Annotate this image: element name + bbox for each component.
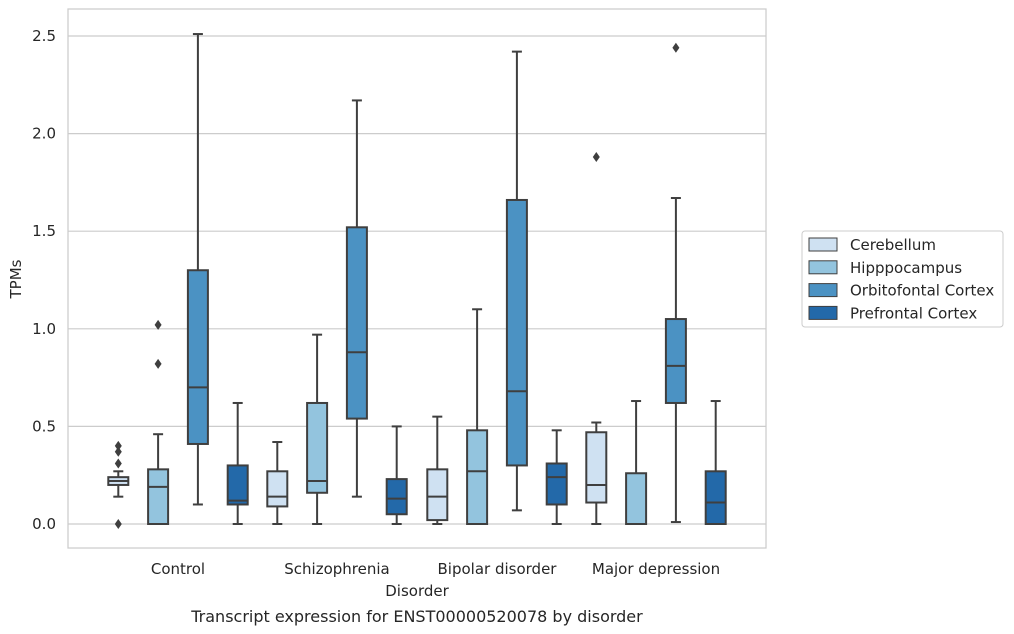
x-axis-ticks: Control Schizophrenia Bipolar disorder Majo…: [151, 560, 720, 578]
box-iqr: [545, 462, 568, 506]
y-tick-label: 1.5: [32, 222, 56, 240]
outlier-point: [672, 42, 680, 53]
legend-item: Hipppocampus: [808, 259, 962, 277]
box-hipppocampus-schizophrenia: [306, 333, 329, 525]
box-iqr: [505, 198, 528, 467]
box-cerebellum-schizophrenia: [266, 441, 289, 525]
y-axis-ticks: 0.0 0.5 1.0 1.5 2.0 2.5: [32, 27, 56, 533]
legend-swatch: [808, 283, 838, 298]
legend: Cerebellum Hipppocampus Orbitofontal Corte…: [801, 230, 1004, 328]
box-prefrontal-cortex-bipolar-disorder: [545, 429, 568, 525]
legend-swatch: [808, 260, 838, 275]
outlier-point: [154, 358, 162, 369]
legend-label: Orbitofontal Cortex: [850, 282, 994, 300]
box-prefrontal-cortex-schizophrenia: [385, 425, 408, 525]
legend-item: Prefrontal Cortex: [808, 304, 977, 322]
legend-label: Hipppocampus: [850, 259, 962, 277]
x-axis-label: Disorder: [385, 582, 449, 600]
box-orbitofontal-cortex-major-depression: [664, 42, 687, 524]
y-tick-label: 2.0: [32, 125, 56, 143]
box-iqr: [664, 318, 687, 404]
box-iqr: [186, 269, 209, 445]
legend-label: Prefrontal Cortex: [850, 304, 977, 322]
y-tick-label: 1.0: [32, 320, 56, 338]
plot-frame: [67, 8, 767, 549]
box-orbitofontal-cortex-control: [186, 33, 209, 506]
outlier-point: [114, 446, 122, 457]
outlier-point: [592, 152, 600, 163]
outlier-point: [114, 440, 122, 451]
boxes: [107, 33, 727, 529]
outlier-point: [154, 319, 162, 330]
box-hipppocampus-control: [147, 319, 170, 525]
box-iqr: [704, 470, 727, 525]
box-cerebellum-major-depression: [585, 152, 608, 525]
legend-swatch: [808, 237, 838, 252]
y-tick-label: 2.5: [32, 27, 56, 45]
box-prefrontal-cortex-major-depression: [704, 400, 727, 525]
box-orbitofontal-cortex-bipolar-disorder: [505, 50, 528, 512]
legend-item: Orbitofontal Cortex: [808, 282, 994, 300]
box-cerebellum-bipolar-disorder: [426, 415, 449, 525]
box-iqr: [585, 431, 608, 504]
y-axis-label: TPMs: [7, 259, 25, 299]
x-tick-label: Schizophrenia: [284, 560, 389, 578]
x-tick-label: Bipolar disorder: [438, 560, 558, 578]
box-cerebellum-control: [107, 440, 130, 529]
box-iqr: [426, 468, 449, 522]
x-tick-label: Major depression: [592, 560, 720, 578]
legend-swatch: [808, 305, 838, 320]
box-iqr: [306, 401, 329, 494]
box-hipppocampus-bipolar-disorder: [466, 308, 489, 525]
box-iqr: [226, 464, 249, 506]
box-orbitofontal-cortex-schizophrenia: [345, 99, 368, 498]
y-tick-label: 0.5: [32, 417, 56, 435]
box-iqr: [147, 468, 170, 525]
box-hipppocampus-major-depression: [625, 400, 648, 525]
box-prefrontal-cortex-control: [226, 401, 249, 525]
box-iqr: [466, 429, 489, 525]
outlier-point: [114, 458, 122, 469]
legend-label: Cerebellum: [850, 236, 936, 254]
outlier-point: [114, 519, 122, 529]
chart-caption: Transcript expression for ENST0000052007…: [190, 607, 643, 626]
legend-frame: [801, 230, 1004, 328]
y-tick-label: 0.0: [32, 515, 56, 533]
x-tick-label: Control: [151, 560, 205, 578]
gridlines: [68, 35, 766, 525]
box-iqr: [266, 470, 289, 508]
box-iqr: [625, 472, 648, 525]
legend-item: Cerebellum: [808, 236, 936, 254]
box-iqr: [345, 226, 368, 420]
box-iqr: [385, 478, 408, 516]
